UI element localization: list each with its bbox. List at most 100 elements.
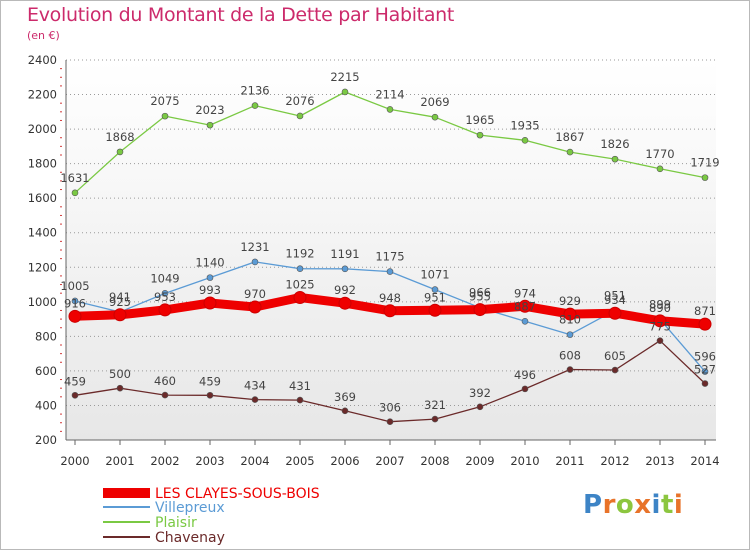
data-label: 500 xyxy=(109,367,131,381)
x-tick-label: 2008 xyxy=(420,454,449,468)
data-label: 2114 xyxy=(375,87,404,101)
data-label: 1231 xyxy=(240,240,269,254)
data-label: 970 xyxy=(244,287,266,301)
data-label: 974 xyxy=(514,286,536,300)
data-point xyxy=(566,148,574,156)
data-point xyxy=(611,155,619,163)
x-tick-label: 2007 xyxy=(375,454,404,468)
data-label: 2023 xyxy=(195,103,224,117)
data-point xyxy=(386,106,394,113)
data-label: 992 xyxy=(334,283,356,297)
data-label: 496 xyxy=(514,368,536,382)
logo-letter: x xyxy=(634,490,652,520)
data-label: 369 xyxy=(334,390,356,404)
data-label: 916 xyxy=(64,296,86,310)
data-label: 890 xyxy=(649,301,671,315)
data-point xyxy=(206,274,214,281)
data-label: 775 xyxy=(649,320,671,334)
data-point xyxy=(158,303,172,317)
data-point xyxy=(521,137,529,144)
data-label: 392 xyxy=(469,386,491,400)
data-point xyxy=(431,415,439,423)
data-label: 925 xyxy=(109,295,131,309)
data-label: 899 xyxy=(649,297,671,311)
y-tick-label: 200 xyxy=(35,433,57,447)
legend-label: Chavenay xyxy=(155,530,225,546)
data-label: 953 xyxy=(154,290,176,304)
data-label: 951 xyxy=(604,288,626,302)
chart-title: Evolution du Montant de la Dette par Hab… xyxy=(27,4,455,26)
plot-area xyxy=(66,60,716,440)
y-tick-label: 2400 xyxy=(28,53,57,67)
y-tick-label: 1600 xyxy=(28,191,57,205)
data-label: 1719 xyxy=(690,156,719,170)
data-point xyxy=(203,296,217,310)
data-label: 2069 xyxy=(420,95,449,109)
legend-label: Villepreux xyxy=(155,500,225,516)
data-label: 596 xyxy=(694,350,716,364)
x-tick-label: 2003 xyxy=(195,454,224,468)
data-point xyxy=(341,88,349,96)
data-label: 1192 xyxy=(285,247,314,261)
data-point xyxy=(566,366,574,373)
data-point xyxy=(71,189,79,197)
data-point xyxy=(518,299,532,313)
y-tick-label: 2200 xyxy=(28,88,57,102)
data-point xyxy=(473,303,487,317)
data-point xyxy=(431,113,439,121)
data-point xyxy=(701,368,709,375)
legend-label: Plaisir xyxy=(155,515,197,531)
data-label: 887 xyxy=(514,299,536,313)
data-label: 605 xyxy=(604,349,626,363)
data-point xyxy=(428,303,442,317)
logo-letter: t xyxy=(660,490,674,520)
proxiti-logo: Proxiti xyxy=(583,490,683,520)
data-label: 431 xyxy=(289,379,311,393)
data-point xyxy=(563,307,577,321)
data-point xyxy=(251,102,259,109)
data-point xyxy=(476,131,484,139)
x-tick-label: 2000 xyxy=(60,454,89,468)
data-label: 2215 xyxy=(330,70,359,84)
data-label: 1867 xyxy=(555,130,584,144)
data-point xyxy=(521,385,529,393)
data-point xyxy=(293,291,307,304)
data-point xyxy=(698,317,712,331)
data-point xyxy=(386,418,394,425)
data-point xyxy=(161,290,169,297)
y-tick-label: 1800 xyxy=(28,157,57,171)
logo-letter: r xyxy=(602,490,616,520)
x-tick-label: 2004 xyxy=(240,454,269,468)
data-point xyxy=(386,268,394,275)
data-point xyxy=(116,148,124,156)
data-point xyxy=(608,306,622,320)
data-point xyxy=(341,265,349,273)
data-label: 955 xyxy=(469,290,491,304)
data-label: 1191 xyxy=(330,247,359,261)
x-tick-label: 2010 xyxy=(510,454,539,468)
y-tick-label: 1200 xyxy=(28,260,57,274)
data-point xyxy=(116,384,124,392)
data-point xyxy=(656,165,664,173)
data-label: 1935 xyxy=(510,118,539,132)
data-point xyxy=(611,366,619,374)
data-label: 459 xyxy=(199,374,221,388)
data-point xyxy=(71,391,79,399)
data-point xyxy=(476,403,484,411)
data-label: 2075 xyxy=(150,94,179,108)
chart-subtitle: (en €) xyxy=(27,29,60,42)
data-label: 1140 xyxy=(195,256,224,270)
data-point xyxy=(431,286,439,293)
x-tick-label: 2011 xyxy=(555,454,584,468)
data-label: 1025 xyxy=(285,278,314,292)
data-point xyxy=(653,314,667,328)
data-point xyxy=(251,396,259,403)
data-point xyxy=(296,265,304,272)
data-label: 929 xyxy=(559,294,581,308)
data-label: 1770 xyxy=(645,147,674,161)
data-point xyxy=(656,337,664,344)
data-point xyxy=(296,396,304,404)
data-label: 459 xyxy=(64,374,86,388)
data-point xyxy=(251,258,259,266)
data-label: 1005 xyxy=(60,279,89,293)
